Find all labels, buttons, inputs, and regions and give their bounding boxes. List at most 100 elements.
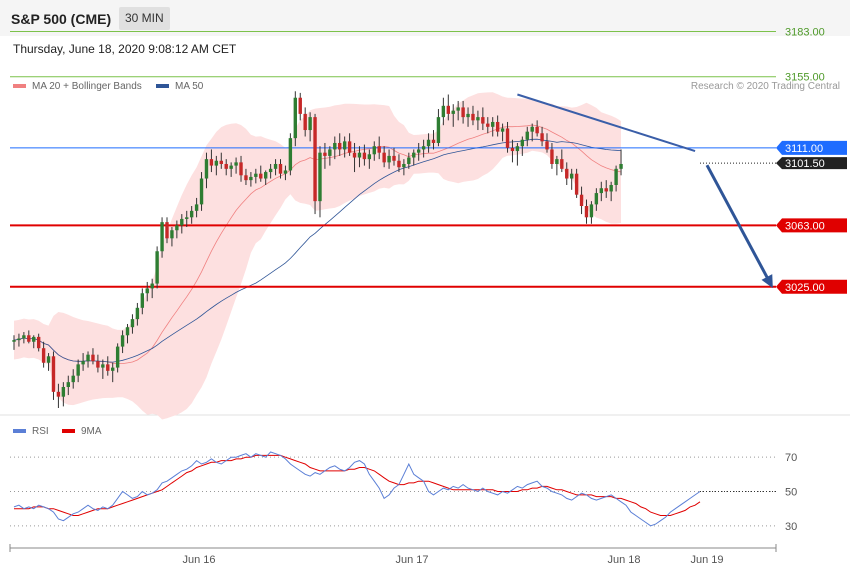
time-tick-label: Jun 19	[690, 554, 723, 566]
candle-body	[185, 217, 189, 219]
candle-body	[36, 336, 41, 349]
candle-body	[466, 113, 470, 118]
candle-body	[165, 222, 169, 239]
candle-body	[392, 155, 396, 161]
candle-body	[619, 163, 623, 169]
candle-body	[313, 117, 317, 202]
candle-body	[560, 159, 564, 169]
candle-body	[574, 173, 579, 195]
candlesticks	[12, 91, 623, 408]
instrument-title: S&P 500 (CME)	[11, 11, 112, 27]
rsi-panel: 70 50 30	[10, 451, 797, 533]
candle-body	[372, 146, 376, 155]
candle-body	[283, 170, 288, 174]
candle-body	[12, 340, 16, 342]
candle-body	[426, 139, 431, 147]
candle-body	[120, 335, 125, 347]
candle-body	[249, 176, 253, 181]
candle-body	[318, 152, 322, 202]
candle-body	[155, 251, 159, 284]
candle-body	[545, 141, 549, 150]
annotations	[517, 93, 773, 289]
candle-body	[111, 367, 115, 371]
candle-body	[505, 128, 510, 148]
rsi-line	[13, 451, 701, 527]
ma50-line	[13, 138, 622, 363]
bollinger-legend-label: MA 20 + Bollinger Bands	[32, 81, 142, 92]
candle-body	[180, 218, 184, 226]
candle-body	[140, 293, 145, 308]
candle-body	[362, 152, 367, 160]
candle-body	[382, 152, 386, 163]
level-label-resistance: 3155.00	[785, 72, 825, 84]
candle-body	[461, 107, 465, 118]
candle-body	[347, 141, 352, 153]
bollinger-band-fill	[14, 92, 621, 420]
candle-body	[441, 105, 446, 118]
level-label-support: 3063.00	[785, 220, 825, 232]
candle-body	[91, 354, 95, 362]
candle-body	[41, 348, 46, 363]
legend-bollinger: MA 20 + Bollinger Bands	[13, 81, 142, 92]
candle-body	[436, 117, 441, 143]
candle-body	[471, 113, 475, 121]
candle-body	[486, 123, 490, 127]
candle-body	[22, 335, 26, 339]
candle-body	[268, 168, 273, 173]
rsi-tick-label: 50	[785, 487, 797, 499]
rsi-tick-label: 30	[785, 521, 797, 533]
ma50-legend-label: MA 50	[175, 81, 204, 92]
candle-body	[273, 163, 278, 169]
candle-body	[407, 157, 411, 164]
candle-body	[604, 188, 608, 192]
candle-body	[160, 222, 164, 252]
candle-body	[589, 204, 594, 218]
candle-body	[584, 206, 589, 218]
candle-body	[550, 149, 554, 164]
candle-body	[115, 346, 120, 368]
candle-body	[101, 364, 105, 368]
candle-body	[293, 97, 298, 139]
candle-body	[66, 382, 70, 387]
trend-line	[517, 93, 696, 153]
copyright-credit: Research © 2020 Trading Central	[690, 81, 840, 92]
candle-body	[328, 149, 332, 156]
candle-body	[421, 146, 426, 150]
candle-body	[491, 121, 495, 127]
candle-body	[540, 133, 544, 142]
candle-body	[56, 391, 61, 397]
level-tag-pivot	[776, 140, 847, 155]
candle-body	[594, 193, 599, 205]
rsi-legend-label: RSI	[32, 426, 49, 437]
legend-rsi: RSI	[13, 426, 49, 437]
rsi-ma-line	[14, 454, 701, 516]
bollinger-bands	[13, 92, 622, 420]
candle-body	[308, 117, 312, 131]
candle-body	[278, 163, 283, 174]
candle-body	[194, 204, 199, 211]
forecast-arrow	[705, 164, 772, 284]
candle-body	[357, 152, 362, 158]
candle-body	[520, 139, 525, 147]
candle-body	[244, 175, 248, 181]
candle-body	[431, 139, 436, 143]
candle-body	[96, 361, 100, 368]
candle-body	[416, 149, 421, 153]
rsi-swatch	[13, 429, 26, 434]
time-tick-label: Jun 18	[607, 554, 640, 566]
candle-body	[204, 159, 209, 179]
rsi-ma-swatch	[62, 429, 75, 434]
candle-body	[135, 307, 140, 320]
last-price-label: 3101.50	[785, 158, 825, 170]
candle-body	[446, 105, 451, 114]
candle-body	[510, 147, 515, 152]
candle-body	[189, 210, 194, 218]
candle-body	[46, 356, 51, 363]
candle-body	[338, 142, 342, 150]
candle-body	[451, 110, 455, 114]
timeframe-badge[interactable]: 30 MIN	[119, 7, 170, 30]
candle-body	[175, 225, 179, 231]
candle-body	[500, 128, 505, 132]
candle-body	[298, 97, 302, 114]
